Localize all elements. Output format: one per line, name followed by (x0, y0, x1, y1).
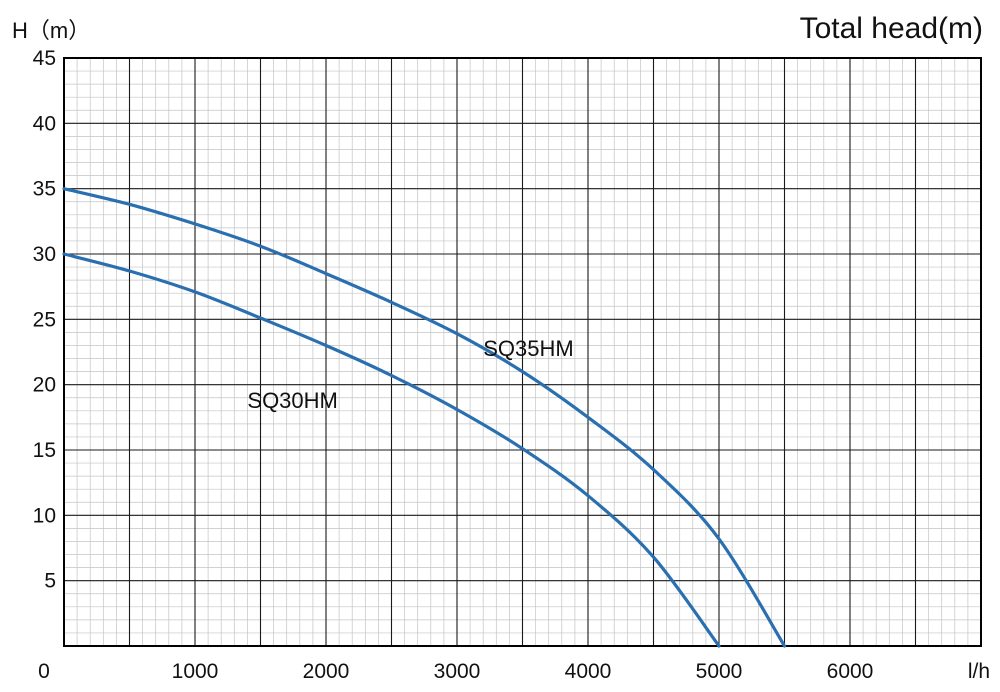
chart-title: Total head(m) (800, 12, 983, 45)
y-tick-label: 20 (33, 374, 56, 397)
origin-label: 0 (38, 660, 50, 683)
y-tick-label: 10 (33, 504, 56, 527)
y-axis-label: H（m） (12, 18, 90, 43)
y-tick-label: 40 (33, 112, 56, 135)
x-tick-label: 1000 (172, 660, 219, 683)
major-grid (64, 58, 981, 646)
y-tick-label: 15 (33, 439, 56, 462)
series-line-sq35hm (62, 187, 787, 648)
x-tick-label: 6000 (827, 660, 874, 683)
y-tick-label: 25 (33, 308, 56, 331)
series-label-sq30hm: SQ30HM (247, 388, 337, 413)
x-axis-label: l/h (968, 660, 990, 683)
x-tick-labels: 1000 2000 3000 4000 5000 6000 (172, 660, 874, 683)
series-layer: SQ35HM SQ30HM (62, 187, 787, 648)
y-tick-label: 35 (33, 178, 56, 201)
plot-frame (63, 57, 982, 647)
x-tick-label: 3000 (434, 660, 481, 683)
y-tick-label: 30 (33, 243, 56, 266)
x-tick-label: 5000 (696, 660, 743, 683)
y-tick-label: 45 (33, 47, 56, 70)
series-line-sq30hm (62, 252, 721, 648)
y-tick-label: 5 (44, 570, 56, 593)
y-tick-labels: 5 10 15 20 25 30 35 40 45 (33, 47, 56, 593)
series-label-sq35hm: SQ35HM (483, 336, 573, 361)
x-tick-label: 2000 (303, 660, 350, 683)
x-tick-label: 4000 (565, 660, 612, 683)
